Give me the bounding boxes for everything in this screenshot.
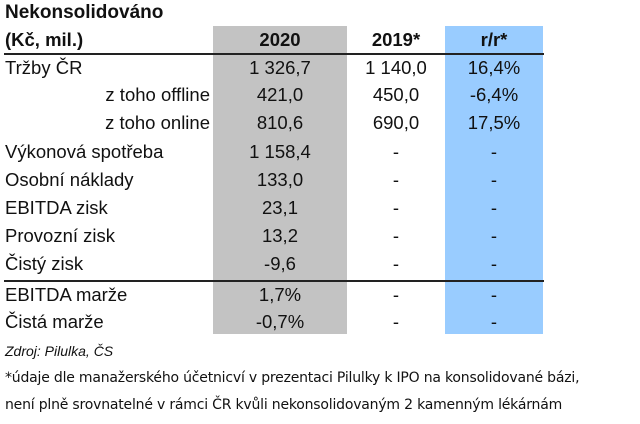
table-title: Nekonsolidováno: [5, 2, 164, 23]
value-2019: 1 140,0: [365, 57, 427, 78]
column-2020-background: [213, 26, 347, 334]
value-2020: -9,6: [264, 253, 296, 274]
value-2020: 23,1: [261, 197, 298, 218]
table-row: Tržby ČR 1 326,7 1 140,0 16,4%: [0, 55, 545, 81]
value-2020: 810,6: [256, 112, 304, 133]
row-label: Čistá marže: [5, 311, 104, 332]
table-row: Čistá marže -0,7% - -: [0, 309, 545, 335]
row-label: EBITDA marže: [5, 284, 128, 305]
value-yoy: -: [490, 253, 498, 274]
value-2020: 13,2: [261, 225, 298, 246]
value-2019: -: [392, 225, 400, 246]
row-label: z toho offline: [105, 84, 210, 105]
value-2020: 1 326,7: [249, 57, 311, 78]
margin-divider: [4, 280, 544, 282]
header-2019: 2019*: [371, 29, 421, 50]
value-2019: -: [392, 197, 400, 218]
table-row: EBITDA zisk 23,1 - -: [0, 195, 545, 221]
value-yoy: -: [490, 225, 498, 246]
value-2019: -: [392, 141, 400, 162]
value-2019: -: [392, 253, 400, 274]
value-yoy: -: [490, 311, 498, 332]
value-yoy: -: [490, 197, 498, 218]
value-yoy: -: [490, 169, 498, 190]
value-2020: 1 158,4: [249, 141, 311, 162]
value-yoy: 16,4%: [467, 57, 521, 78]
header-2020: 2020: [259, 29, 301, 50]
column-yoy-background: [445, 26, 543, 334]
value-2019: -: [392, 284, 400, 305]
row-label: Výkonová spotřeba: [5, 141, 164, 162]
row-label: Čistý zisk: [5, 253, 84, 274]
unit-label: (Kč, mil.): [5, 29, 84, 50]
value-2019: -: [392, 311, 400, 332]
table-row: z toho offline 421,0 450,0 -6,4%: [0, 82, 545, 108]
row-label: Provozní zisk: [5, 225, 116, 246]
row-label: z toho online: [105, 112, 210, 133]
value-yoy: -: [490, 141, 498, 162]
table-row: z toho online 810,6 690,0 17,5%: [0, 110, 545, 136]
footnote-line-1: *údaje dle manažerského účetnicví v prez…: [5, 370, 580, 386]
value-2020: -0,7%: [255, 311, 305, 332]
footnote-line-2: není plně srovnatelné v rámci ČR kvůli n…: [5, 397, 563, 413]
source-note: Zdroj: Pilulka, ČS: [5, 343, 114, 359]
table-row: Osobní náklady 133,0 - -: [0, 167, 545, 193]
row-label: Osobní náklady: [5, 169, 134, 190]
value-2019: 690,0: [372, 112, 420, 133]
table-row: Provozní zisk 13,2 - -: [0, 223, 545, 249]
value-yoy: -6,4%: [469, 84, 519, 105]
value-2020: 1,7%: [258, 284, 302, 305]
row-label: EBITDA zisk: [5, 197, 108, 218]
value-2019: 450,0: [372, 84, 420, 105]
table-header-row: (Kč, mil.) 2020 2019* r/r*: [0, 27, 545, 53]
row-label: Tržby ČR: [5, 57, 83, 78]
value-2020: 133,0: [256, 169, 304, 190]
header-divider: [4, 53, 544, 55]
table-row: EBITDA marže 1,7% - -: [0, 282, 545, 308]
value-2019: -: [392, 169, 400, 190]
header-yoy: r/r*: [480, 29, 508, 50]
table-row: Čistý zisk -9,6 - -: [0, 251, 545, 277]
table-row: Výkonová spotřeba 1 158,4 - -: [0, 139, 545, 165]
value-2020: 421,0: [256, 84, 304, 105]
value-yoy: 17,5%: [467, 112, 521, 133]
value-yoy: -: [490, 284, 498, 305]
